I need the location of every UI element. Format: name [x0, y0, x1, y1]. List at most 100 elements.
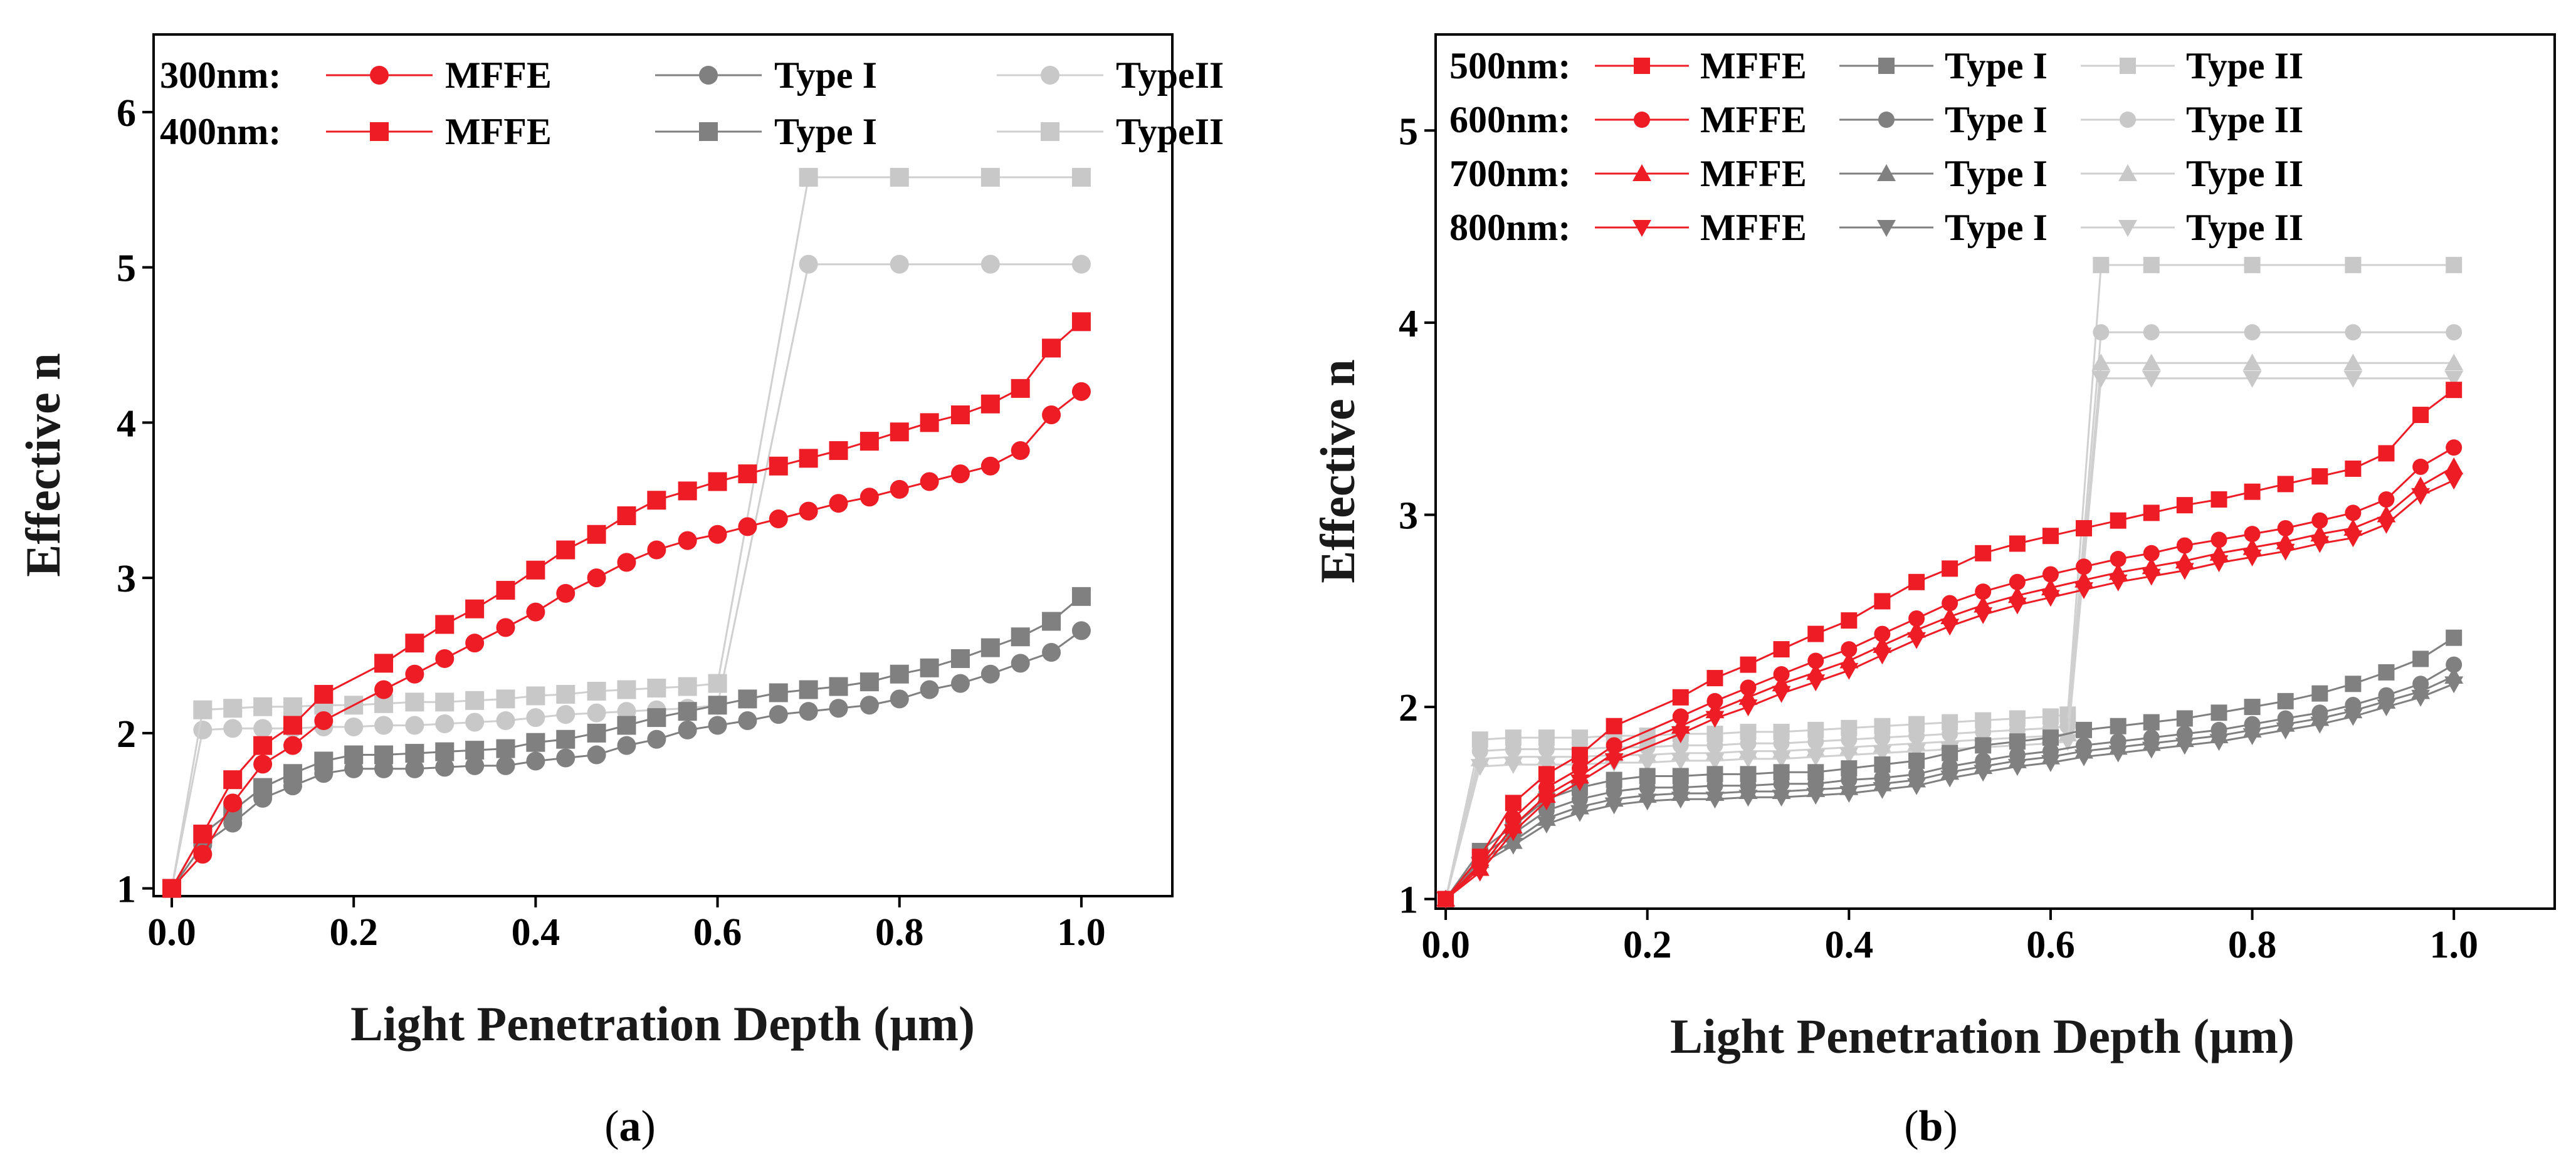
data-point	[678, 720, 697, 739]
data-point	[2276, 722, 2295, 739]
data-point	[2444, 473, 2464, 490]
data-point	[193, 700, 213, 719]
data-point	[1071, 382, 1091, 401]
data-point	[1873, 647, 1892, 665]
data-point	[526, 560, 545, 580]
data-point	[617, 736, 636, 755]
data-point	[678, 481, 697, 501]
y-axis-title-b: Effective n	[1310, 359, 1365, 583]
data-point	[617, 506, 636, 526]
data-point	[344, 745, 364, 765]
data-point	[950, 464, 970, 484]
data-point	[2110, 718, 2127, 734]
data-point	[1974, 765, 1993, 782]
data-point	[496, 711, 515, 731]
data-point	[1773, 666, 1790, 682]
legend-label: MFFE	[1700, 99, 1807, 140]
data-point	[1671, 791, 1690, 809]
data-point	[587, 568, 606, 588]
x-tick-label: 0.6	[693, 911, 742, 954]
data-point	[1907, 743, 1927, 761]
data-point	[374, 654, 394, 673]
data-point	[1705, 791, 1725, 809]
data-point	[2211, 491, 2227, 508]
data-point	[647, 679, 666, 698]
legend-label: MFFE	[1700, 153, 1807, 194]
data-point	[799, 167, 818, 187]
data-point	[1807, 625, 1824, 642]
data-point	[193, 845, 213, 864]
x-tick-label: 0.4	[512, 911, 560, 954]
y-tick-label: 5	[117, 248, 136, 290]
data-point	[799, 702, 818, 721]
data-point	[1470, 759, 1490, 776]
data-point	[1537, 817, 1556, 834]
data-point	[2108, 745, 2128, 763]
data-point	[2345, 460, 2362, 477]
data-point	[1740, 679, 1757, 696]
data-point	[860, 488, 879, 507]
data-point	[890, 479, 909, 499]
data-point	[647, 708, 666, 728]
x-tick-label: 0.0	[1421, 924, 1470, 966]
legend-group-label: 800nm:	[1449, 207, 1570, 248]
data-point	[587, 525, 606, 544]
data-point	[2310, 716, 2330, 734]
data-point	[1011, 654, 1030, 673]
data-point	[496, 689, 515, 709]
data-point	[2311, 685, 2328, 702]
series-500nm-mffe	[1438, 382, 2463, 907]
data-point	[283, 764, 302, 783]
data-point	[1940, 619, 1960, 636]
data-point	[1606, 718, 1622, 734]
data-point	[799, 501, 818, 521]
x-tick-label: 0.6	[2026, 924, 2075, 966]
y-tick-label: 2	[1399, 687, 1418, 729]
data-point	[2444, 370, 2464, 388]
data-point	[556, 684, 576, 704]
data-point	[2311, 468, 2328, 485]
data-point	[2242, 353, 2262, 371]
data-point	[2345, 324, 2362, 341]
legend-label: Type I	[1945, 207, 2048, 248]
data-point	[860, 432, 879, 451]
x-tick-label: 0.0	[147, 911, 196, 954]
data-point	[799, 680, 818, 699]
data-point	[556, 583, 576, 603]
data-point	[1908, 610, 1925, 627]
data-point	[1738, 699, 1758, 717]
legend-marker	[1632, 164, 1651, 181]
data-point	[253, 778, 273, 797]
data-point	[2009, 535, 2026, 552]
data-point	[253, 755, 273, 774]
data-point	[496, 580, 515, 600]
legend-marker	[1041, 66, 1059, 85]
data-point	[374, 680, 394, 699]
data-point	[1942, 560, 1958, 577]
data-point	[1570, 774, 1589, 791]
data-point	[283, 736, 302, 755]
data-point	[2412, 407, 2429, 424]
data-point	[314, 684, 334, 704]
legend-label: Type II	[2186, 99, 2303, 140]
data-point	[2007, 759, 2027, 776]
data-point	[556, 729, 576, 749]
data-point	[647, 491, 666, 510]
data-point	[769, 683, 788, 702]
y-tick-label: 3	[117, 558, 136, 600]
data-point	[405, 634, 424, 653]
data-point	[2242, 728, 2262, 746]
data-point	[950, 674, 970, 693]
legend-label: MFFE	[1700, 45, 1807, 86]
data-point	[1975, 737, 1992, 754]
data-point	[2143, 256, 2160, 273]
data-point	[526, 602, 545, 622]
data-point	[2446, 439, 2463, 456]
data-point	[1940, 770, 1960, 788]
data-point	[1672, 689, 1689, 706]
data-point	[2242, 549, 2262, 567]
data-point	[2446, 256, 2463, 273]
data-point	[2446, 324, 2463, 341]
data-point	[2345, 676, 2362, 692]
data-point	[2176, 497, 2193, 514]
